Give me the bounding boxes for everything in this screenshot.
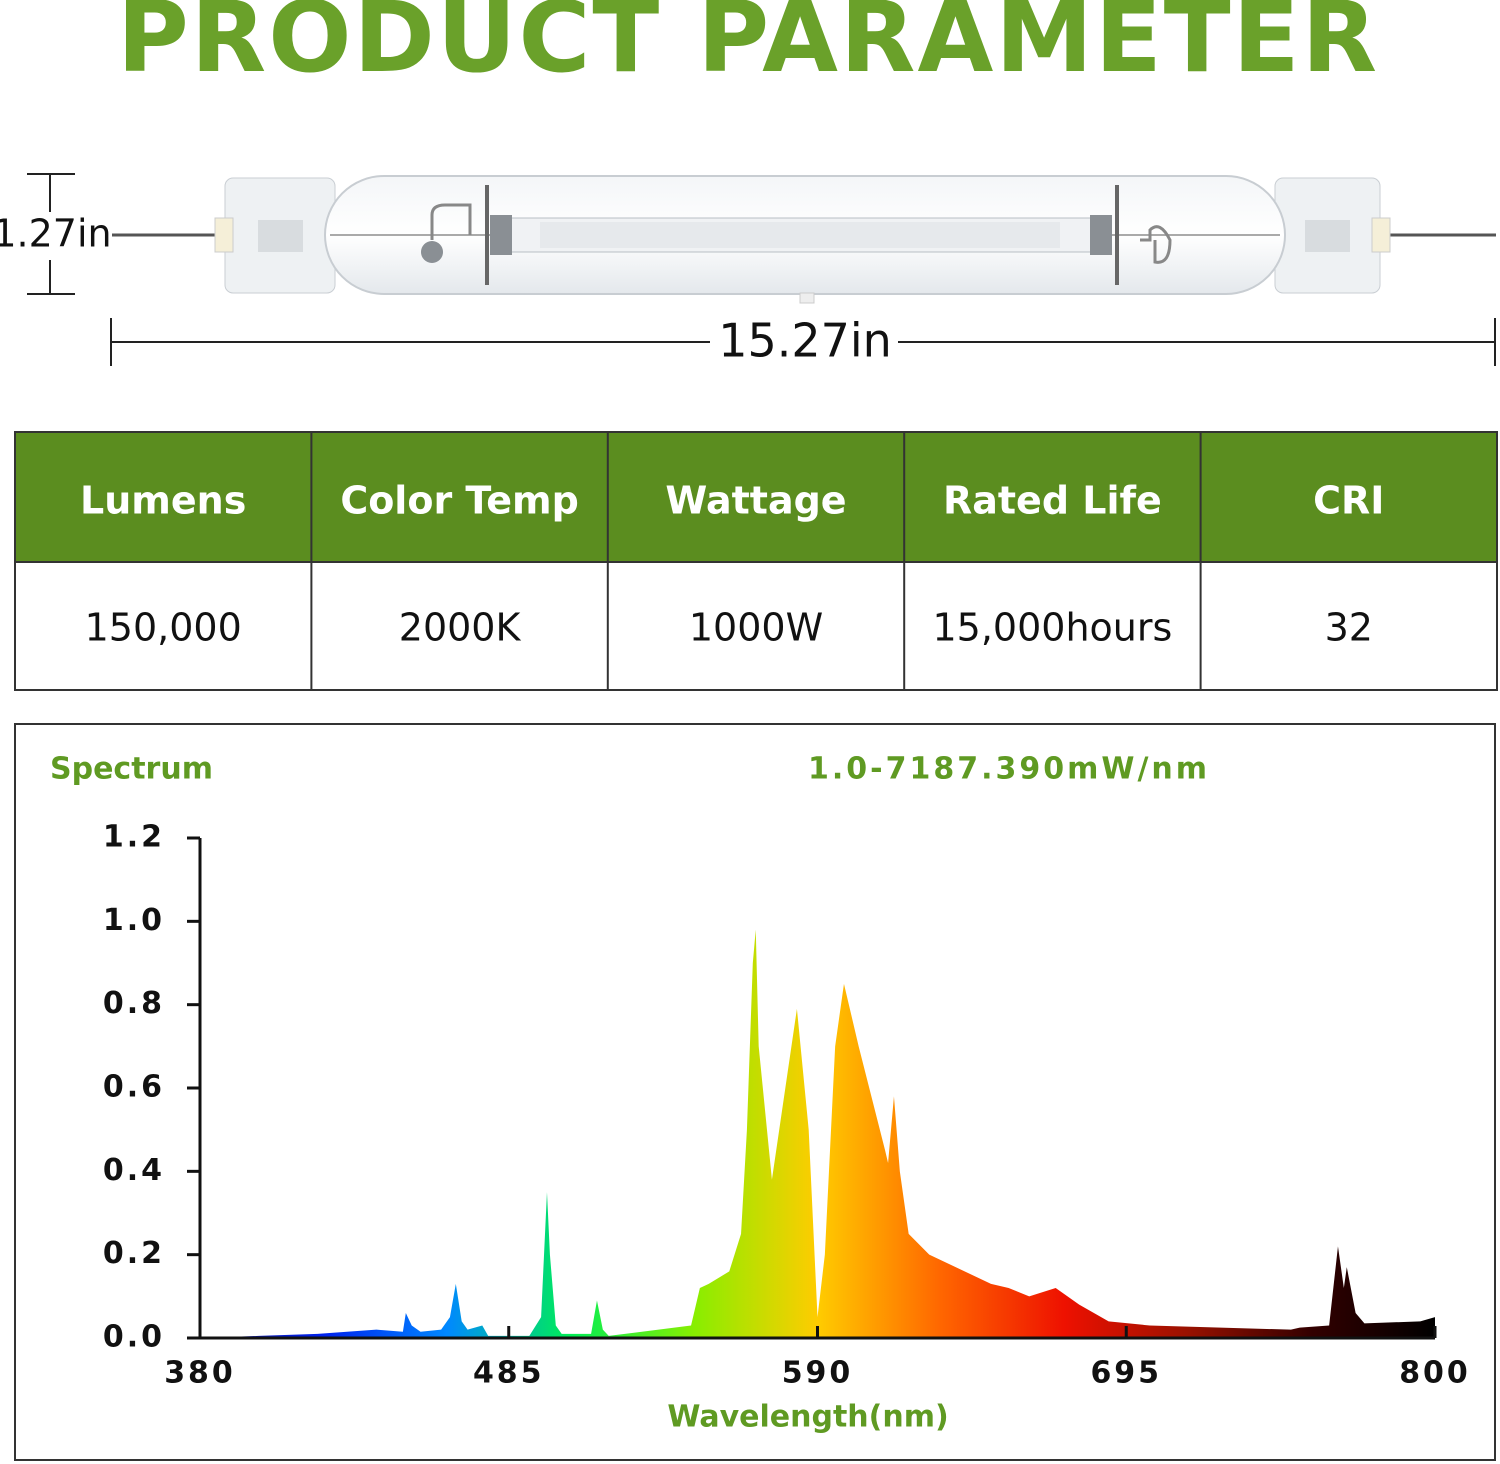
height-label: 1.27in bbox=[0, 212, 112, 256]
data-cell: 1000W bbox=[689, 606, 823, 650]
x-tick-label: 800 bbox=[1399, 1356, 1471, 1391]
data-cell: 150,000 bbox=[85, 606, 242, 650]
header-cell: Wattage bbox=[665, 479, 846, 523]
header-row bbox=[14, 431, 1498, 563]
header-cell: Rated Life bbox=[943, 479, 1162, 523]
y-tick-label: 0.0 bbox=[103, 1320, 165, 1355]
x-tick-label: 695 bbox=[1090, 1356, 1162, 1391]
lamp-illustration bbox=[112, 175, 1496, 304]
plot: 0.0 0.2 0.4 0.6 0.8 1.0 1.2 380 485 590 695 800 bbox=[103, 820, 1471, 1391]
y-tick-label: 1.2 bbox=[103, 820, 165, 855]
y-tick-label: 0.8 bbox=[103, 986, 165, 1021]
y-tick-label: 0.6 bbox=[103, 1070, 165, 1105]
data-cell: 32 bbox=[1325, 606, 1373, 650]
x-tick-label: 485 bbox=[473, 1356, 545, 1391]
x-axis-label: Wavelength(nm) bbox=[667, 1400, 948, 1435]
header-cell: Lumens bbox=[80, 479, 246, 523]
spec-table: Lumens Color Temp Wattage Rated Life CRI 150,… bbox=[14, 431, 1498, 691]
data-cell: 2000K bbox=[399, 606, 522, 650]
spectrum-area bbox=[200, 929, 1435, 1338]
page-title: PRODUCT PARAMETER bbox=[117, 0, 1379, 95]
y-tick-label: 0.2 bbox=[103, 1236, 165, 1271]
x-tick-label: 380 bbox=[164, 1356, 236, 1391]
data-row bbox=[14, 561, 1498, 691]
header-cell: CRI bbox=[1313, 479, 1384, 523]
length-label: 15.27in bbox=[718, 314, 892, 368]
y-tick-label: 1.0 bbox=[103, 903, 165, 938]
header-cell: Color Temp bbox=[340, 479, 579, 523]
chart-subtitle: 1.0-7187.390mW/nm bbox=[808, 752, 1210, 787]
y-tick-label: 0.4 bbox=[103, 1153, 165, 1188]
data-cell: 15,000hours bbox=[932, 606, 1172, 650]
chart-title: Spectrum bbox=[50, 752, 213, 787]
x-tick-label: 590 bbox=[782, 1356, 854, 1391]
chart-frame bbox=[14, 723, 1496, 1461]
label-bg bbox=[0, 212, 106, 260]
